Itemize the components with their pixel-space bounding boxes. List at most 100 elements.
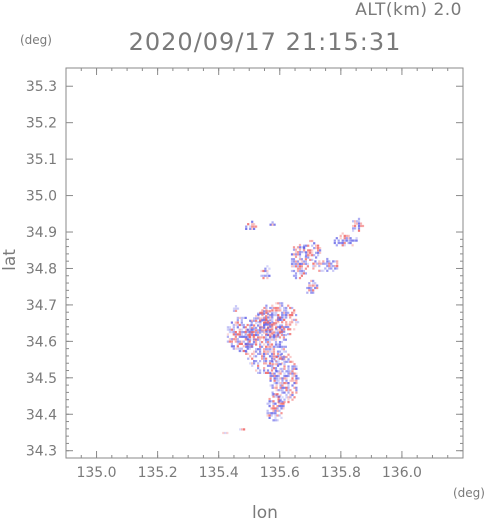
echo-pixel bbox=[272, 331, 276, 334]
echo-pixel bbox=[268, 324, 272, 327]
echo-pixel bbox=[296, 262, 300, 265]
echo-pixel bbox=[261, 357, 264, 360]
echo-pixel bbox=[279, 389, 282, 392]
echo-pixel bbox=[255, 360, 258, 363]
echo-pixel bbox=[265, 357, 268, 360]
echo-pixel bbox=[280, 407, 283, 410]
echo-pixel bbox=[293, 367, 296, 370]
echo-pixel bbox=[250, 331, 253, 334]
echo-pixel bbox=[247, 333, 250, 337]
echo-pixel bbox=[295, 379, 298, 382]
echo-pixel bbox=[283, 398, 286, 401]
echo-pixel bbox=[287, 333, 290, 336]
echo-pixel bbox=[266, 345, 270, 348]
echo-pixel bbox=[265, 306, 268, 310]
x-tick-label: 135.8 bbox=[321, 465, 361, 481]
echo-pixel bbox=[283, 401, 286, 404]
echo-pixel bbox=[226, 326, 229, 329]
echo-pixel bbox=[257, 321, 260, 324]
echo-pixel bbox=[277, 363, 280, 366]
echo-pixel bbox=[326, 262, 329, 265]
echo-pixel bbox=[249, 329, 252, 332]
echo-pixel bbox=[295, 318, 298, 321]
echo-pixel bbox=[293, 379, 296, 382]
echo-pixel bbox=[255, 326, 258, 329]
echo-pixel bbox=[277, 377, 280, 380]
echo-pixel bbox=[244, 338, 247, 341]
echo-pixel bbox=[246, 331, 249, 334]
echo-pixel bbox=[276, 350, 280, 353]
echo-pixel bbox=[239, 428, 242, 431]
echo-pixel bbox=[290, 260, 294, 263]
echo-pixel bbox=[265, 309, 268, 312]
echo-pixel bbox=[234, 333, 237, 336]
echo-pixel bbox=[326, 265, 329, 268]
echo-pixel bbox=[283, 316, 286, 319]
echo-pixel bbox=[334, 265, 337, 268]
echo-pixel bbox=[281, 321, 284, 324]
echo-pixel bbox=[273, 374, 276, 378]
echo-pixel bbox=[266, 312, 270, 315]
echo-pixel bbox=[257, 333, 260, 337]
echo-pixel bbox=[261, 345, 264, 348]
echo-pixel bbox=[265, 371, 268, 374]
echo-pixel bbox=[259, 325, 262, 329]
echo-pixel bbox=[262, 274, 265, 277]
echo-pixel bbox=[280, 348, 283, 351]
echo-pixel bbox=[265, 321, 268, 324]
echo-pixel bbox=[285, 379, 288, 382]
echo-pixel bbox=[283, 309, 286, 312]
echo-pixel bbox=[341, 244, 344, 247]
echo-pixel bbox=[289, 316, 292, 319]
echo-pixel bbox=[263, 371, 266, 374]
echo-pixel bbox=[274, 338, 278, 341]
echo-pixel bbox=[255, 225, 258, 228]
echo-pixel bbox=[251, 345, 254, 348]
echo-pixel bbox=[244, 335, 247, 338]
echo-pixel bbox=[278, 409, 281, 412]
echo-pixel bbox=[272, 367, 276, 370]
echo-pixel bbox=[295, 391, 298, 394]
echo-pixel bbox=[282, 338, 285, 341]
echo-pixel bbox=[293, 309, 296, 312]
echo-pixel bbox=[270, 343, 274, 346]
echo-pixel bbox=[280, 324, 283, 327]
echo-pixel bbox=[271, 316, 274, 319]
echo-pixel bbox=[238, 335, 241, 338]
x-tick-label: 136.0 bbox=[382, 465, 422, 481]
y-tick-label: 35.0 bbox=[26, 189, 57, 205]
echo-pixel bbox=[273, 330, 276, 333]
echo-pixel bbox=[291, 365, 294, 368]
echo-pixel bbox=[294, 277, 298, 280]
echo-pixel bbox=[242, 345, 245, 348]
echo-pixel bbox=[312, 282, 315, 285]
echo-pixel bbox=[246, 345, 249, 348]
echo-pixel bbox=[291, 370, 294, 373]
echo-pixel bbox=[270, 367, 274, 370]
echo-pixel bbox=[253, 355, 256, 358]
echo-pixel bbox=[294, 248, 298, 251]
echo-pixel bbox=[270, 352, 274, 355]
echo-pixel bbox=[268, 364, 272, 367]
echo-pixel bbox=[268, 416, 271, 419]
echo-pixel bbox=[349, 241, 352, 245]
echo-pixel bbox=[293, 328, 296, 331]
echo-pixel bbox=[320, 269, 323, 272]
echo-pixel bbox=[278, 343, 282, 346]
echo-pixel bbox=[279, 325, 282, 329]
echo-pixel bbox=[322, 262, 325, 265]
echo-pixel bbox=[253, 223, 256, 226]
echo-pixel bbox=[266, 348, 270, 351]
echo-pixel bbox=[328, 260, 331, 263]
echo-pixel bbox=[300, 269, 303, 273]
echo-pixel bbox=[253, 317, 256, 320]
echo-pixel bbox=[275, 360, 278, 363]
echo-pixel bbox=[335, 244, 338, 247]
echo-pixel bbox=[304, 262, 307, 265]
echo-pixel bbox=[291, 321, 294, 324]
echo-pixel bbox=[251, 225, 254, 228]
echo-pixel bbox=[232, 338, 235, 341]
echo-pixel bbox=[266, 274, 269, 277]
echo-pixel bbox=[240, 321, 243, 324]
echo-pixel bbox=[283, 328, 286, 331]
